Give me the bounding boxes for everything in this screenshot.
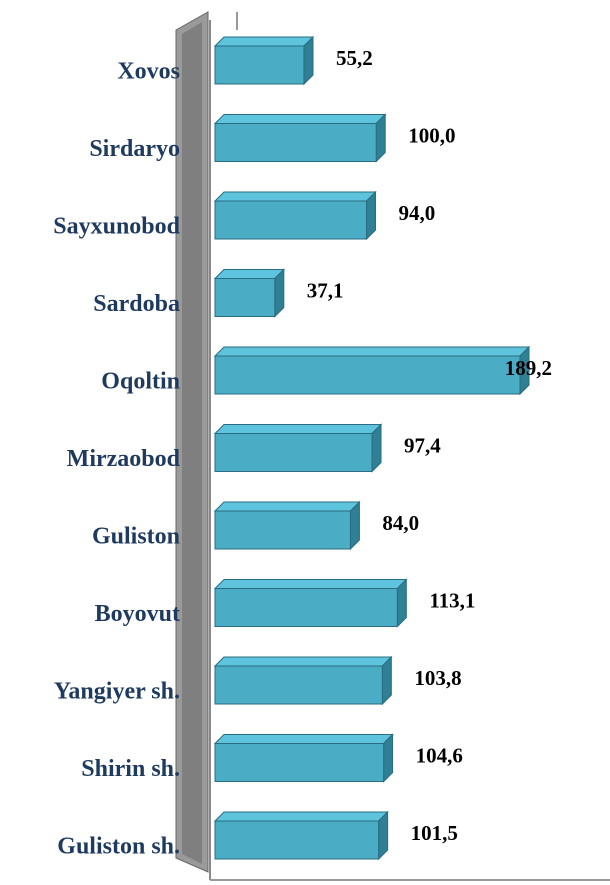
bar <box>213 345 531 396</box>
bar <box>213 810 389 861</box>
bar-front <box>214 743 385 782</box>
bar-front <box>214 123 377 162</box>
bar-top <box>213 579 408 589</box>
category-label: Yangiyer sh. <box>54 679 180 705</box>
value-label: 97,4 <box>404 433 441 457</box>
bar-front <box>214 45 305 85</box>
bar-side <box>383 733 394 783</box>
bar-top <box>213 36 315 47</box>
value-label: 37,1 <box>307 278 344 302</box>
value-label: 101,5 <box>411 821 458 845</box>
bar <box>213 268 286 318</box>
category-label: Shirin sh. <box>81 756 180 782</box>
category-label: Guliston <box>92 524 180 550</box>
category-label: Sirdaryo <box>89 136 180 162</box>
bar-top <box>213 114 387 124</box>
category-label: Sardoba <box>93 291 180 317</box>
bar-front <box>214 665 383 705</box>
category-label: Boyovut <box>95 601 180 627</box>
bar-front <box>214 200 368 240</box>
bar-front <box>214 278 276 317</box>
bar <box>213 190 377 241</box>
value-label: 100,0 <box>408 123 455 147</box>
bar-top <box>213 734 394 744</box>
bar <box>213 113 387 163</box>
bar-side <box>375 113 386 163</box>
bar-front <box>214 588 398 627</box>
bar-side <box>381 655 392 706</box>
bar-side <box>378 810 389 861</box>
bar-side <box>349 500 360 551</box>
bar-front <box>214 433 373 472</box>
bar-top <box>213 269 286 279</box>
bar-side <box>366 190 377 241</box>
bar-top <box>213 191 377 202</box>
bar-top <box>213 811 389 822</box>
bar-front <box>214 510 351 550</box>
value-label: 113,1 <box>429 588 475 612</box>
value-label: 55,2 <box>336 46 373 70</box>
bar-front <box>214 355 521 395</box>
category-label: Xovos <box>117 59 180 85</box>
category-label: Sayxunobod <box>53 214 180 240</box>
value-label: 104,6 <box>416 743 463 767</box>
bar-top <box>213 501 361 512</box>
value-label: 94,0 <box>399 201 436 225</box>
bar-top <box>213 424 383 434</box>
bar-side <box>396 578 407 628</box>
category-label: Oqoltin <box>101 369 180 395</box>
category-label: Guliston sh. <box>57 834 180 860</box>
bar-front <box>214 820 380 860</box>
category-label: Mirzaobod <box>67 446 181 472</box>
bar <box>213 733 394 783</box>
value-label: 103,8 <box>414 666 461 690</box>
bar <box>213 500 361 551</box>
wall-face <box>182 22 202 864</box>
value-label: 189,2 <box>505 356 552 380</box>
value-label: 84,0 <box>382 511 419 535</box>
bar-side <box>303 35 314 86</box>
bar <box>213 655 393 706</box>
bar <box>213 578 408 628</box>
bar-side <box>371 423 382 473</box>
bar-side <box>274 268 285 318</box>
bar-top <box>213 656 393 667</box>
bar-top <box>213 346 531 357</box>
bar <box>213 423 383 473</box>
bar <box>213 35 315 86</box>
